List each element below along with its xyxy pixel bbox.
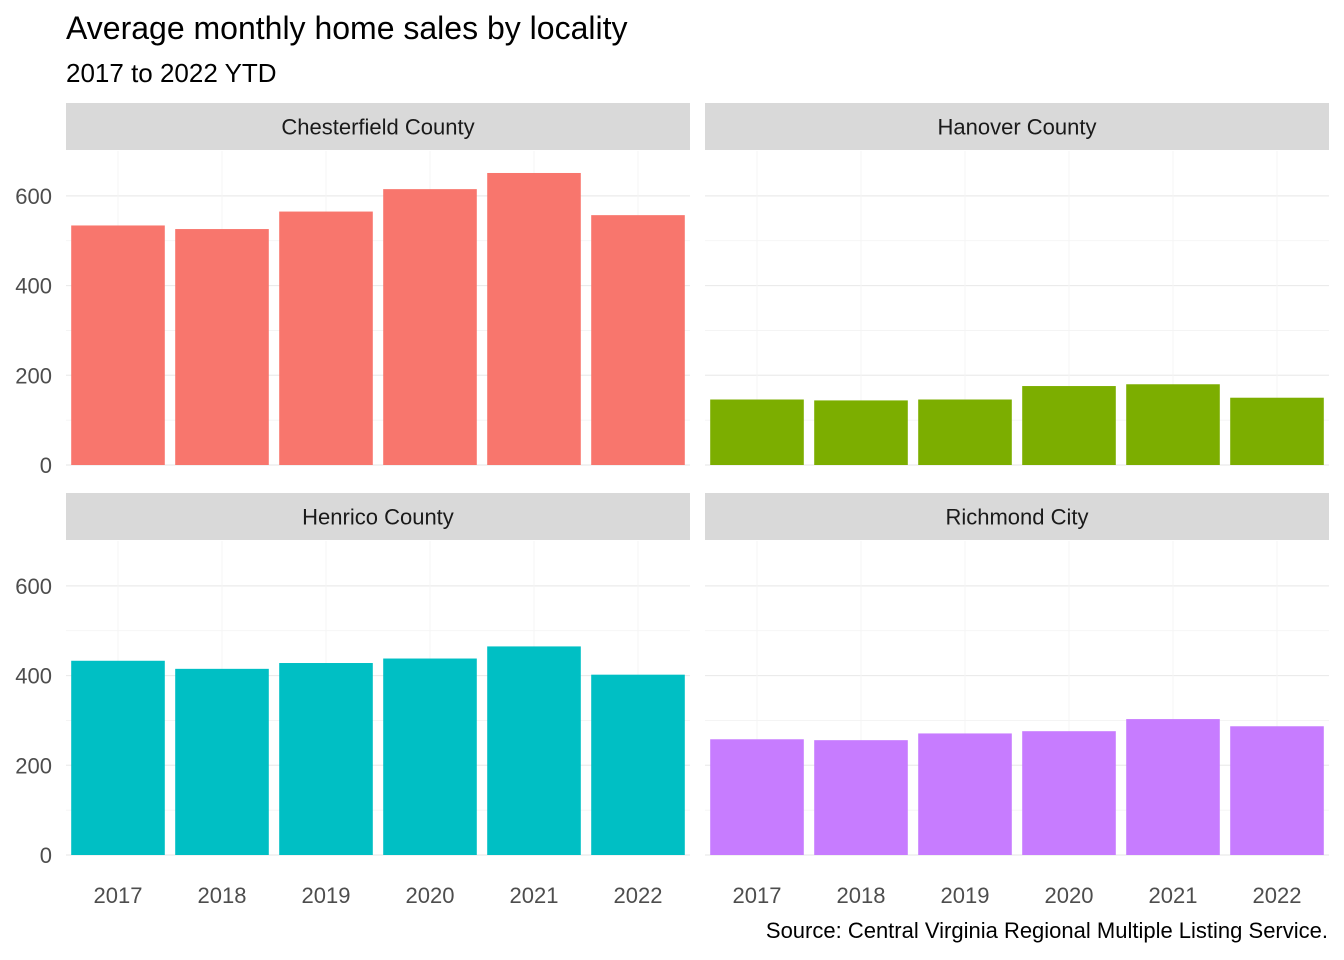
y-tick-label-600: 600 [15,184,52,209]
bar-richmond-city-2017 [710,739,804,855]
x-tick-label-2020: 2020 [1045,883,1094,908]
facet-strip-chesterfield-county [66,103,690,150]
bar-richmond-city-2018 [814,740,908,855]
y-tick-label-200: 200 [15,363,52,388]
bar-henrico-county-2019 [279,663,373,855]
x-tick-label-2017: 2017 [94,883,143,908]
y-tick-label-400: 400 [15,274,52,299]
bar-henrico-county-2022 [591,674,685,855]
x-tick-label-2018: 2018 [837,883,886,908]
bar-hanover-county-2019 [918,399,1012,465]
bar-chesterfield-county-2019 [279,211,373,465]
x-tick-label-2022: 2022 [1253,883,1302,908]
bar-hanover-county-2020 [1022,386,1116,465]
facet-label-henrico-county: Henrico County [302,505,454,530]
chart-caption: Source: Central Virginia Regional Multip… [765,918,1328,943]
bar-henrico-county-2020 [383,658,477,855]
bar-richmond-city-2019 [918,733,1012,855]
bar-chesterfield-county-2017 [71,225,165,465]
bar-hanover-county-2017 [710,399,804,465]
x-tick-label-2019: 2019 [941,883,990,908]
bar-hanover-county-2021 [1126,384,1220,465]
y-tick-label-600: 600 [15,574,52,599]
bar-richmond-city-2022 [1230,726,1324,855]
bar-chesterfield-county-2021 [487,172,581,466]
bar-chesterfield-county-2020 [383,189,477,465]
facet-label-richmond-city: Richmond City [945,505,1088,530]
x-tick-label-2022: 2022 [614,883,663,908]
facet-label-chesterfield-county: Chesterfield County [281,115,474,140]
facet-strip-henrico-county [66,493,690,540]
bar-richmond-city-2020 [1022,731,1116,855]
bar-henrico-county-2017 [71,660,165,855]
bar-chesterfield-county-2022 [591,215,685,465]
x-tick-label-2021: 2021 [1149,883,1198,908]
bar-henrico-county-2021 [487,646,581,855]
bar-richmond-city-2021 [1126,719,1220,855]
x-tick-label-2019: 2019 [302,883,351,908]
bar-hanover-county-2018 [814,400,908,465]
facet-label-hanover-county: Hanover County [938,115,1097,140]
y-tick-label-0: 0 [40,843,52,868]
x-tick-label-2018: 2018 [198,883,247,908]
facet-strip-richmond-city [705,493,1329,540]
x-tick-label-2020: 2020 [406,883,455,908]
y-tick-label-400: 400 [15,664,52,689]
chart-subtitle: 2017 to 2022 YTD [66,58,277,88]
y-tick-label-0: 0 [40,453,52,478]
chart-title: Average monthly home sales by locality [66,10,628,46]
x-tick-label-2017: 2017 [733,883,782,908]
y-tick-label-200: 200 [15,753,52,778]
x-tick-label-2021: 2021 [510,883,559,908]
bar-henrico-county-2018 [175,668,269,855]
bar-hanover-county-2022 [1230,397,1324,465]
facet-strip-hanover-county [705,103,1329,150]
bar-chesterfield-county-2018 [175,229,269,465]
